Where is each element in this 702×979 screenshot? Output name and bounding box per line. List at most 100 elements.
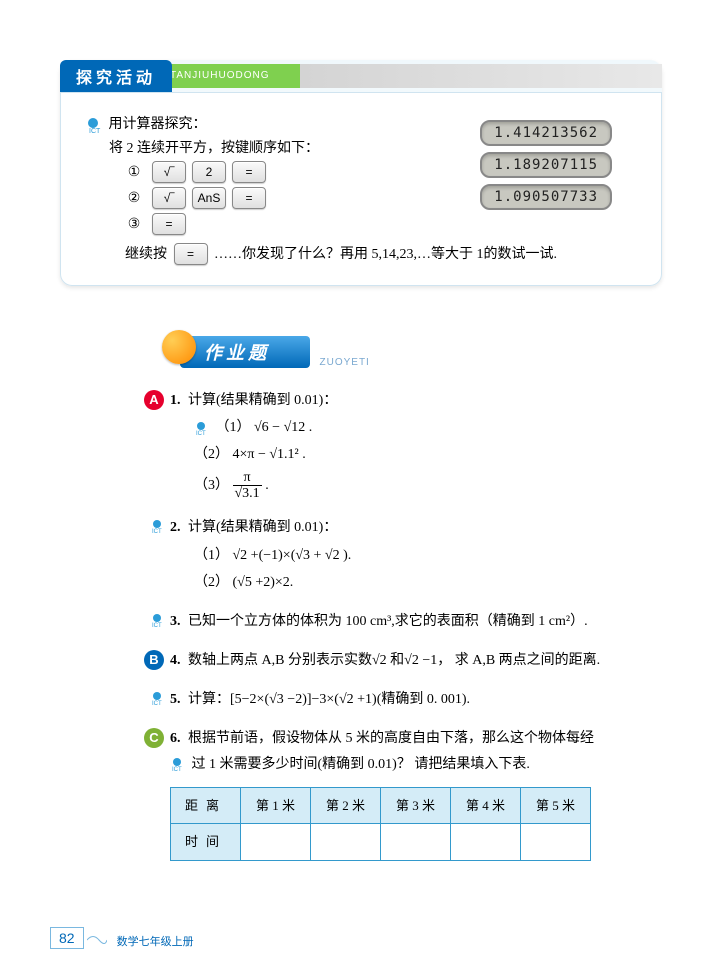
key-sqrt: √‾ xyxy=(152,187,186,209)
col-header-4: 第 4 米 xyxy=(451,787,521,823)
cell-2 xyxy=(311,824,381,860)
problem-6-line2: ICT 过 1 米需要多少时间(精确到 0.01)？ 请把结果填入下表. xyxy=(170,752,662,777)
homework-title: 作业题 xyxy=(180,336,310,368)
problem-3: ICT 3. 已知一个立方体的体积为 100 cm³,求它的表面积（精确到 1 … xyxy=(170,609,662,634)
calculator-icon: ICT xyxy=(150,691,166,705)
sub2-expr: (√5 +2)×2. xyxy=(233,575,294,590)
problem-2-title: 计算(结果精确到 0.01)： xyxy=(188,520,337,535)
svg-text:ICT: ICT xyxy=(152,701,162,705)
problem-1-title: 计算(结果精确到 0.01)： xyxy=(188,393,337,408)
col-header-1: 第 1 米 xyxy=(241,787,311,823)
homework-pinyin: ZUOYETI xyxy=(320,357,370,368)
frac-numerator: π xyxy=(233,470,262,486)
calculator-icon: ICT xyxy=(170,757,186,771)
problem-6: C 6. 根据节前语，假设物体从 5 米的高度自由下落，那么这个物体每经 ICT… xyxy=(170,726,662,860)
explore-pinyin: TANJIUHUODONG xyxy=(160,64,662,88)
problem-1-number: 1. xyxy=(170,393,181,408)
problem-6-line1: 根据节前语，假设物体从 5 米的高度自由下落，那么这个物体每经 xyxy=(188,731,594,746)
sub1-label: （1） xyxy=(194,548,229,563)
key-equals-footer: = xyxy=(174,243,208,265)
problem-4-text: 数轴上两点 A,B 分别表示实数√2 和√2 −1， 求 A,B 两点之间的距离… xyxy=(188,653,600,668)
sub1-label: （1） xyxy=(216,420,251,435)
step-number-3: ③ xyxy=(125,216,143,233)
sub3-fraction: π √3.1 xyxy=(233,470,262,502)
problem-1-sub1: ICT （1） √6 − √12 . xyxy=(170,415,662,440)
col-header-5: 第 5 米 xyxy=(521,787,591,823)
row-label-distance: 距离 xyxy=(171,787,241,823)
row-label-time: 时间 xyxy=(171,824,241,860)
page-number: 82 xyxy=(50,927,84,949)
sub2-label: （2） xyxy=(194,447,229,462)
footer-decoration-icon xyxy=(87,933,107,947)
step-number-1: ① xyxy=(125,164,143,181)
table-header-row: 距离 第 1 米 第 2 米 第 3 米 第 4 米 第 5 米 xyxy=(171,787,591,823)
svg-text:ICT: ICT xyxy=(89,128,101,133)
problem-1: A 1. 计算(结果精确到 0.01)： ICT （1） √6 − √12 . … xyxy=(170,388,662,501)
problem-2-sub1: （1） √2 +(−1)×(√3 + √2 ). xyxy=(170,543,662,568)
distance-time-table: 距离 第 1 米 第 2 米 第 3 米 第 4 米 第 5 米 时间 xyxy=(170,787,591,861)
difficulty-badge-c: C xyxy=(144,728,164,748)
lcd-display-3: 1.090507733 xyxy=(480,184,612,210)
svg-text:ICT: ICT xyxy=(196,431,206,435)
homework-header: 作业题 ZUOYETI xyxy=(180,336,662,368)
cell-3 xyxy=(381,824,451,860)
sub1-expr: √2 +(−1)×(√3 + √2 ). xyxy=(233,548,352,563)
page-footer: 82 数学七年级上册 xyxy=(50,927,194,949)
calculator-icon: ICT xyxy=(150,613,166,627)
explore-body: ICT 用计算器探究： 将 2 连续开平方，按键顺序如下： 1.41421356… xyxy=(60,92,662,286)
lcd-column: 1.414213562 1.189207115 1.090507733 xyxy=(480,120,612,216)
book-title: 数学七年级上册 xyxy=(117,936,194,948)
problem-5: ICT 5. 计算：[5−2×(√3 −2)]−3×(√2 +1)(精确到 0.… xyxy=(170,687,662,712)
key-equals: = xyxy=(232,161,266,183)
problem-6-number: 6. xyxy=(170,731,181,746)
explore-header: 探究活动 TANJIUHUODONG xyxy=(60,60,662,92)
calculator-icon: ICT xyxy=(150,519,166,533)
cell-1 xyxy=(241,824,311,860)
sub3-tail: . xyxy=(265,478,269,493)
problem-2-sub2: （2） (√5 +2)×2. xyxy=(170,570,662,595)
problem-3-text: 已知一个立方体的体积为 100 cm³,求它的表面积（精确到 1 cm²）. xyxy=(188,614,588,629)
calculator-icon: ICT xyxy=(194,421,210,435)
cell-4 xyxy=(451,824,521,860)
explore-intro-1-text: 用计算器探究： xyxy=(109,117,207,132)
calculator-icon: ICT xyxy=(85,117,101,133)
problem-6-line2-text: 过 1 米需要多少时间(精确到 0.01)？ 请把结果填入下表. xyxy=(192,757,530,772)
textbook-page: 探究活动 TANJIUHUODONG ICT 用计算器探究： 将 2 连续开平方… xyxy=(0,0,702,915)
problem-1-sub3: （3） π √3.1 . xyxy=(170,470,662,502)
problem-2-number: 2. xyxy=(170,520,181,535)
explore-footer-post: ……你发现了什么？再用 5,14,23,…等大于 1的数试一试. xyxy=(214,247,557,262)
table-data-row: 时间 xyxy=(171,824,591,860)
sub1-expr: √6 − √12 . xyxy=(254,420,312,435)
explore-activity-box: 探究活动 TANJIUHUODONG ICT 用计算器探究： 将 2 连续开平方… xyxy=(60,60,662,286)
key-equals: = xyxy=(152,213,186,235)
key-2: 2 xyxy=(192,161,226,183)
key-ans: AnS xyxy=(192,187,226,209)
homework-orb-icon xyxy=(162,330,196,364)
difficulty-badge-a: A xyxy=(144,390,164,410)
difficulty-badge-b: B xyxy=(144,650,164,670)
svg-text:ICT: ICT xyxy=(152,529,162,533)
key-equals: = xyxy=(232,187,266,209)
frac-denominator: √3.1 xyxy=(233,486,262,501)
problem-2: ICT 2. 计算(结果精确到 0.01)： （1） √2 +(−1)×(√3 … xyxy=(170,515,662,595)
svg-text:ICT: ICT xyxy=(172,767,182,771)
svg-text:ICT: ICT xyxy=(152,623,162,627)
explore-footer-pre: 继续按 xyxy=(125,247,167,262)
problem-5-number: 5. xyxy=(170,692,181,707)
key-sqrt: √‾ xyxy=(152,161,186,183)
calc-row-3: ③ = xyxy=(85,213,637,235)
problem-4: B 4. 数轴上两点 A,B 分别表示实数√2 和√2 −1， 求 A,B 两点… xyxy=(170,648,662,673)
problem-4-number: 4. xyxy=(170,653,181,668)
explore-footer: 继续按 = ……你发现了什么？再用 5,14,23,…等大于 1的数试一试. xyxy=(85,243,637,265)
sub2-expr: 4×π − √1.1² . xyxy=(233,447,306,462)
lcd-display-1: 1.414213562 xyxy=(480,120,612,146)
problem-list: A 1. 计算(结果精确到 0.01)： ICT （1） √6 − √12 . … xyxy=(170,388,662,861)
sub2-label: （2） xyxy=(194,575,229,590)
problem-5-text: 计算：[5−2×(√3 −2)]−3×(√2 +1)(精确到 0. 001). xyxy=(188,692,470,707)
problem-1-sub2: （2） 4×π − √1.1² . xyxy=(170,442,662,467)
explore-tab-label: 探究活动 xyxy=(60,60,172,92)
problem-3-number: 3. xyxy=(170,614,181,629)
sub3-label: （3） xyxy=(194,478,229,493)
col-header-3: 第 3 米 xyxy=(381,787,451,823)
step-number-2: ② xyxy=(125,190,143,207)
